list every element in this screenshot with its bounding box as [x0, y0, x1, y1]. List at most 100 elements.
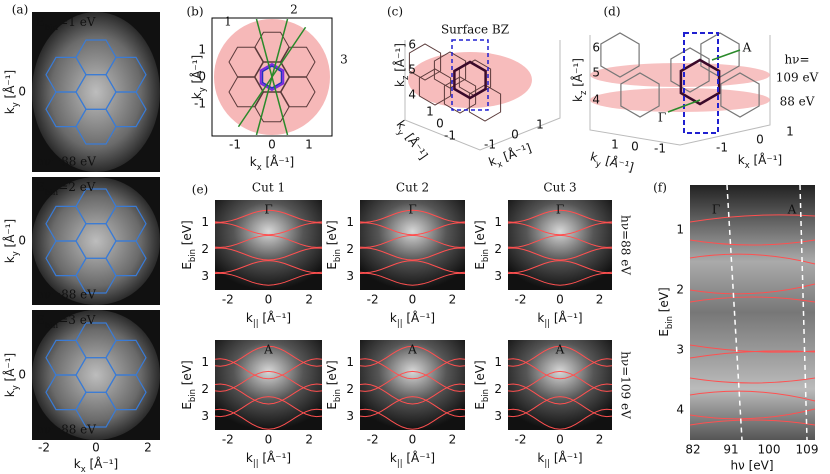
z-tick-label: 5: [408, 63, 416, 77]
label-part: [eV]: [180, 360, 194, 389]
label-part: E: [180, 402, 194, 410]
label-part: y: [595, 158, 602, 169]
energy-label: Ebin=2 eV: [36, 180, 96, 197]
band-curve: [689, 408, 816, 420]
label-part: ||: [544, 318, 550, 328]
y-tick-label: 2: [676, 283, 684, 297]
hexagon: [105, 91, 147, 128]
hexagon: [105, 374, 147, 411]
label-part: k: [487, 153, 498, 169]
band-curve: [214, 247, 323, 261]
band-curve: [507, 222, 613, 236]
x-tick-label: -1: [484, 138, 496, 152]
x-tick-label: 2: [305, 293, 313, 307]
label-part: y: [10, 385, 20, 390]
label-part: [Å⁻¹]: [600, 151, 635, 174]
x-tick-label: 2: [596, 293, 604, 307]
band-curve: [507, 383, 613, 405]
label-part: E: [473, 402, 487, 410]
arpes-cut: [507, 200, 613, 290]
box-edge: [589, 35, 771, 146]
band-curve: [214, 272, 323, 286]
label-part: [eV]: [325, 360, 339, 389]
hexagon: [443, 76, 477, 114]
label-part: [eV]: [325, 220, 339, 249]
label-part: ||: [397, 458, 403, 468]
band-curve: [214, 383, 323, 405]
hexagon: [433, 51, 467, 89]
label-part: k: [738, 153, 745, 167]
hexagon: [408, 43, 442, 81]
point-label: Γ: [658, 111, 666, 125]
y-tick-label: 4: [676, 403, 684, 417]
y-tick-label: 2: [494, 382, 502, 396]
panel-label: (d): [603, 5, 620, 19]
axis-label: k|| [Å⁻¹]: [537, 450, 582, 468]
z-tick-label: 4: [592, 93, 600, 107]
x-tick-label: -2: [222, 293, 234, 307]
band-curve: [359, 345, 466, 367]
label-part: E: [325, 402, 339, 410]
arpes-cut: [214, 340, 323, 430]
band-curve: [214, 370, 323, 392]
band-curve: [689, 419, 816, 426]
band-curve: [507, 408, 613, 430]
label-part: [Å⁻¹]: [497, 139, 533, 164]
x-tick-label: -2: [367, 293, 379, 307]
energy-label: Ebin=3 eV: [36, 313, 96, 330]
x-tick-label: 0: [265, 433, 273, 447]
point-label: A: [742, 41, 752, 55]
label-part: [Å⁻¹]: [2, 219, 17, 252]
label-part: ||: [397, 318, 403, 328]
label-part: bin: [664, 316, 674, 329]
y-tick-label: 3: [676, 343, 684, 357]
plot-frame: [211, 17, 333, 137]
band-curve: [359, 222, 466, 236]
energy-label: 88 eV: [780, 95, 815, 109]
hexagon: [254, 91, 290, 123]
axis-label: kx [Å⁻¹]: [250, 154, 294, 172]
y-tick-label: 1: [346, 355, 354, 369]
panel-label: (b): [186, 5, 203, 19]
x-tick-label: 1: [786, 125, 794, 139]
label-part: bin: [45, 320, 59, 330]
x-tick-label: 0: [556, 433, 564, 447]
hexagon: [720, 72, 760, 118]
x-tick-label: 0: [556, 293, 564, 307]
image-disc: [32, 177, 160, 305]
label-part: [eV]: [657, 287, 671, 316]
hexagon: [453, 60, 487, 100]
label-part: ||: [544, 458, 550, 468]
annotation: Surface BZ: [441, 23, 509, 37]
label-part: =1 eV: [58, 15, 96, 29]
y-tick-label: 2: [201, 242, 209, 256]
hexagon: [259, 62, 285, 92]
x-tick-label: 82: [685, 443, 700, 457]
x-tick-label: 0: [756, 133, 764, 147]
arpes-cut: [359, 340, 466, 430]
surface-bz: [683, 32, 719, 134]
cut-title: Cut 2: [396, 181, 429, 195]
box-edge: [404, 40, 561, 151]
image: [690, 185, 815, 440]
image-disc: [32, 12, 160, 172]
label-part: [Å⁻¹]: [2, 70, 17, 103]
arpes-cut: [214, 200, 323, 290]
y-tick-label: 3: [494, 269, 502, 283]
band-curve: [359, 358, 466, 380]
label-part: E: [657, 329, 671, 337]
y-tick-label: 3: [346, 409, 354, 423]
label-part: k: [537, 451, 544, 465]
band-curve: [689, 283, 816, 295]
band-curve: [214, 234, 323, 248]
label-part: E: [180, 262, 194, 270]
axis-label: Ebin [eV]: [657, 287, 674, 336]
x-tick-label: 2: [449, 433, 457, 447]
label-part: k: [390, 451, 397, 465]
band-curve: [507, 209, 613, 223]
x-tick-label: 91: [723, 443, 738, 457]
z-tick-label: 5: [592, 66, 600, 80]
energy-label: Ebin=1 eV: [36, 15, 96, 32]
photon-label: hν=88 eV: [36, 423, 96, 437]
